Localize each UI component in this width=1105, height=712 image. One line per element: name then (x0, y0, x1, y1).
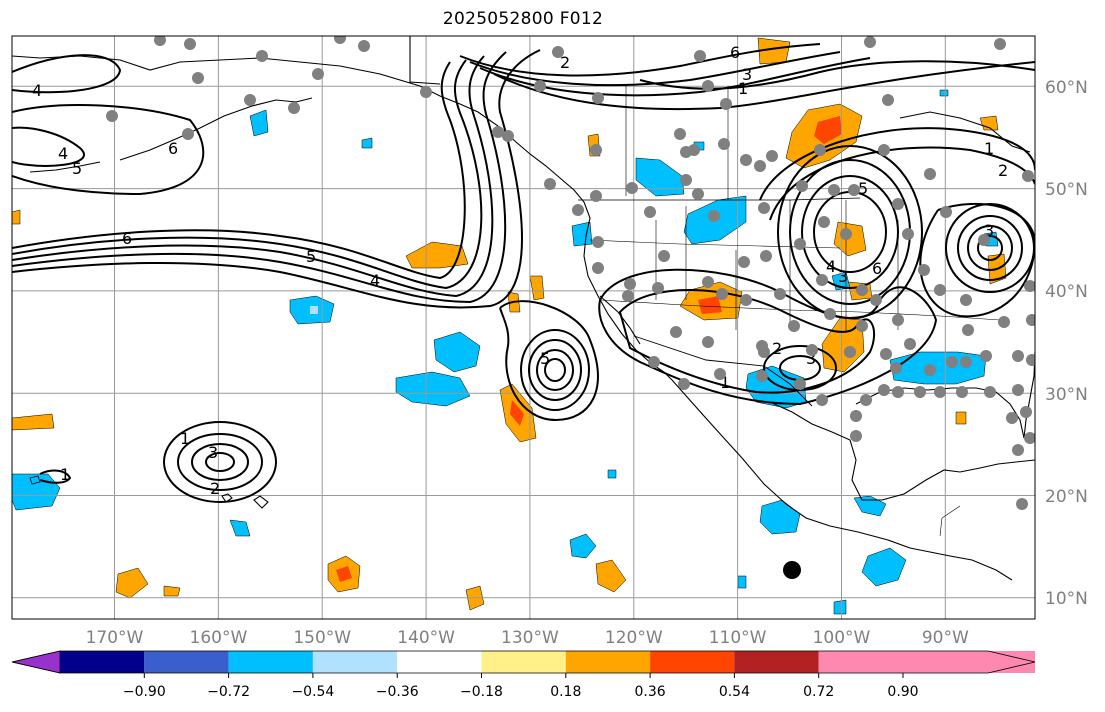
contour-label: 5 (306, 247, 316, 266)
lon-label: 130°W (501, 628, 559, 648)
colorbar-tick-label: −0.36 (376, 684, 419, 700)
contour-label: 5 (72, 159, 82, 178)
colorbar-segment (734, 651, 819, 673)
colorbar-tick-label: 0.54 (719, 684, 750, 700)
lon-label: 160°W (190, 628, 248, 648)
contour-label: 4 (370, 271, 380, 290)
lat-label: 50°N (1045, 180, 1088, 200)
colorbar-segment (144, 651, 229, 673)
lon-label: 110°W (709, 628, 767, 648)
colorbar-segment (397, 651, 482, 673)
colorbar-extend-left (11, 650, 61, 674)
latitude-labels: 60°N 50°N 40°N 30°N 20°N 10°N (1045, 78, 1088, 609)
contour-label: 5 (540, 349, 550, 368)
colorbar-tick-label: 0.36 (635, 684, 666, 700)
graticule (12, 36, 1035, 619)
contour-labels: 4 4 5 6 6 5 4 5 2 6 3 1 1 2 5 4 3 6 3 2 … (32, 43, 1008, 498)
contour-label: 5 (858, 179, 868, 198)
contour-label: 6 (168, 139, 178, 158)
lat-label: 60°N (1045, 78, 1088, 98)
contour-label: 4 (826, 257, 836, 276)
contour-label: 3 (838, 267, 848, 286)
tropical-system-marker (783, 561, 801, 579)
colorbar-tick-label: 0.18 (550, 684, 581, 700)
contour-label: 3 (742, 65, 752, 84)
contour-label: 6 (730, 43, 740, 62)
colorbar-tick-label: 0.90 (887, 684, 918, 700)
contour-label: 3 (208, 443, 218, 462)
colorbar-segment (818, 651, 903, 673)
colorbar-segment (312, 651, 398, 673)
contour-label: 2 (210, 479, 220, 498)
lat-label: 30°N (1045, 385, 1088, 405)
contour-label: 1 (738, 79, 748, 98)
contour-label: 1 (180, 429, 190, 448)
colorbar: −0.90 −0.72 −0.54 −0.36 −0.18 0.18 0.36 … (11, 650, 1036, 700)
colorbar-segment (228, 651, 313, 673)
colorbar-segment (650, 651, 735, 673)
colorbar-segment (481, 651, 566, 673)
contour-label: 1 (984, 139, 994, 158)
lon-label: 150°W (293, 628, 351, 648)
contour-label: 4 (58, 144, 68, 163)
map-frame (11, 35, 1036, 620)
map-area (12, 36, 1035, 619)
station-dots (106, 36, 1035, 510)
longitude-labels: 170°W 160°W 150°W 140°W 130°W 120°W 110°… (86, 628, 969, 648)
contour-label: 1 (60, 465, 70, 484)
lat-label: 20°N (1045, 487, 1088, 507)
lon-label: 90°W (922, 628, 969, 648)
colorbar-segment (60, 651, 145, 673)
colorbar-extend-right-tip (988, 651, 1035, 673)
contour-label: 1 (720, 373, 730, 392)
contour-label: 6 (122, 229, 132, 248)
lat-label: 10°N (1045, 589, 1088, 609)
colorbar-tick-label: −0.18 (460, 684, 503, 700)
lon-label: 170°W (86, 628, 144, 648)
lat-label: 40°N (1045, 282, 1088, 302)
lon-label: 140°W (397, 628, 455, 648)
colorbar-segment (565, 651, 651, 673)
contour-label: 3 (984, 221, 994, 240)
lon-label: 120°W (605, 628, 663, 648)
contour-label: 4 (32, 81, 42, 100)
contour-label: 3 (806, 349, 816, 368)
colorbar-tick-label: −0.90 (123, 684, 166, 700)
colorbar-tick-label: 0.72 (803, 684, 834, 700)
colorbar-tick-label: −0.54 (291, 684, 334, 700)
map-title: 2025052800 F012 (442, 9, 604, 29)
contour-label: 2 (998, 161, 1008, 180)
lon-label: 100°W (813, 628, 871, 648)
positive-anomaly-shading (12, 37, 1007, 611)
contour-label: 2 (772, 339, 782, 358)
contour-label: 6 (872, 259, 882, 278)
colorbar-tick-label: −0.72 (207, 684, 250, 700)
contour-label: 2 (560, 53, 570, 72)
